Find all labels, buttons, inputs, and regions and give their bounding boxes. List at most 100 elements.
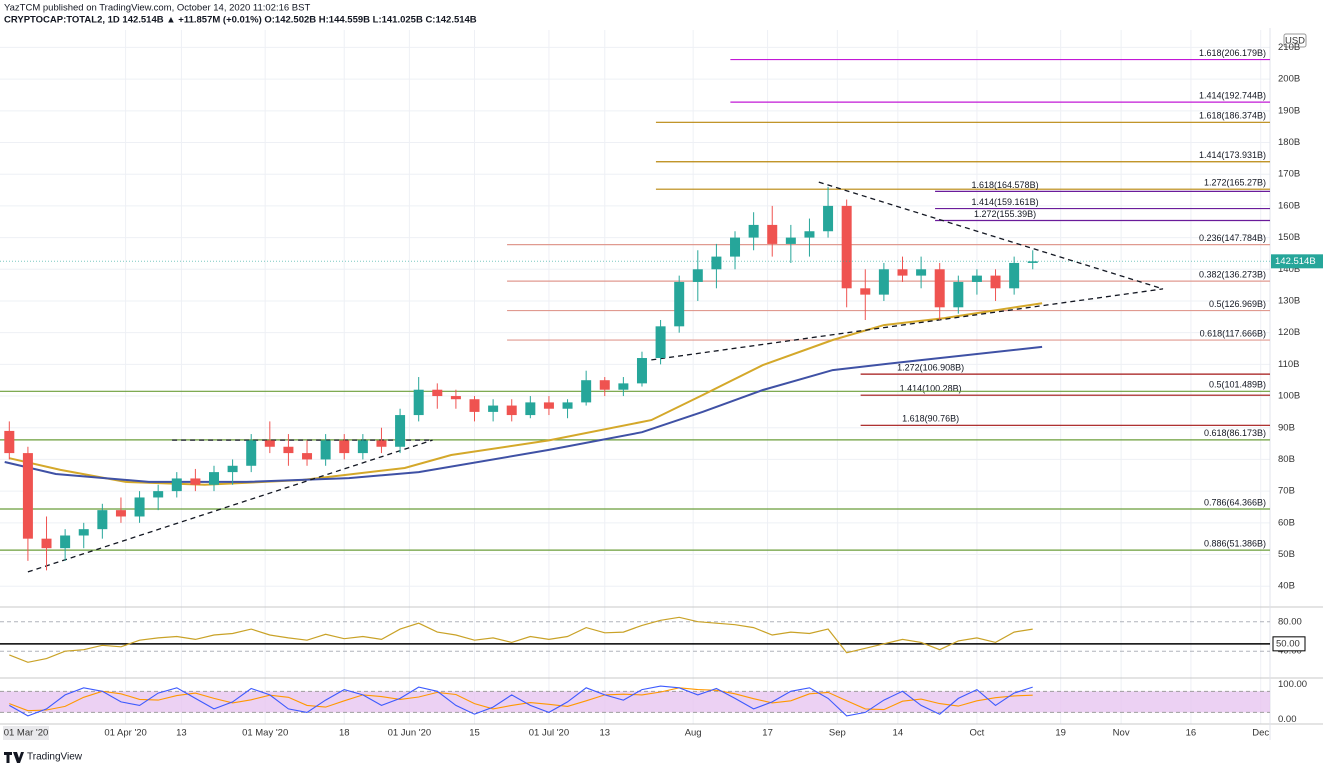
brand: TradingView — [27, 752, 83, 763]
x-tick-label: 16 — [1186, 728, 1197, 739]
rsi-midline-label: 50.00 — [1276, 638, 1300, 649]
y-tick-label: 200B — [1278, 74, 1300, 85]
fib-label: 1.414(192.744B) — [1199, 90, 1266, 100]
candle-body — [302, 453, 313, 460]
candle-body — [785, 237, 796, 244]
fib-label: 1.414(159.161B) — [972, 197, 1039, 207]
candle-body — [599, 380, 610, 390]
candle — [97, 503, 108, 539]
candle — [823, 186, 834, 238]
y-tick-label: 140B — [1278, 264, 1300, 275]
candle-body — [78, 529, 89, 536]
candle-body — [283, 446, 294, 454]
y-tick-label: 110B — [1278, 359, 1299, 370]
candle — [618, 377, 629, 397]
candle — [692, 250, 703, 301]
candle — [190, 468, 201, 492]
stoch-d-line — [9, 687, 1033, 712]
candle-body — [208, 472, 219, 485]
candle-body — [450, 396, 461, 400]
candle-body — [320, 440, 331, 460]
fib-label: 1.414(100.28B) — [900, 384, 962, 394]
y-tick-label: 70B — [1278, 486, 1295, 497]
last-price-box — [1271, 254, 1323, 269]
candle — [171, 472, 182, 498]
logo-icon — [4, 752, 24, 763]
candle — [469, 396, 480, 422]
candle-body — [1009, 262, 1020, 289]
candle — [153, 484, 164, 511]
candle — [339, 434, 350, 460]
candle-body — [860, 288, 871, 295]
y-tick-label: 150B — [1278, 232, 1300, 243]
x-tick-label: 01 Jun '20 — [388, 728, 432, 739]
x-tick-label: Nov — [1113, 728, 1130, 739]
candle-body — [1027, 261, 1038, 263]
candle-body — [711, 256, 722, 270]
x-tick-label: 19 — [1055, 728, 1066, 739]
x-tick-label: 01 Apr '20 — [104, 728, 147, 739]
candle-body — [153, 491, 164, 498]
x-tick-label: Sep — [829, 728, 846, 739]
candle — [376, 427, 387, 454]
rsi-line — [9, 616, 1033, 663]
fib-label: 0.236(147.784B) — [1199, 233, 1266, 243]
candle — [953, 275, 964, 314]
candle — [357, 434, 368, 460]
fib-label: 1.272(106.908B) — [897, 363, 964, 373]
candle-body — [823, 205, 834, 232]
candle-body — [506, 405, 517, 416]
candle — [636, 351, 647, 387]
stoch-band — [0, 691, 1270, 713]
candle — [78, 522, 89, 549]
candle — [1009, 256, 1020, 295]
x-tick-label: Dec — [1252, 728, 1269, 739]
stoch-tick-label: 100.00 — [1278, 679, 1307, 690]
candle — [543, 396, 554, 416]
candle — [934, 262, 945, 320]
candle — [860, 269, 871, 320]
candle — [748, 212, 759, 251]
y-tick-label: 100B — [1278, 391, 1300, 402]
candle-body — [488, 405, 499, 412]
candle — [599, 377, 610, 397]
candle-body — [22, 453, 33, 539]
candle-body — [97, 510, 108, 530]
candle — [264, 421, 275, 454]
stoch-tick-label: 0.00 — [1278, 714, 1297, 725]
candle — [302, 440, 313, 466]
y-tick-label: 190B — [1278, 105, 1300, 116]
fib-label: 1.618(206.179B) — [1199, 48, 1266, 58]
candle-body — [264, 440, 275, 447]
stoch-k-line — [9, 685, 1033, 717]
candle-body — [674, 281, 685, 327]
fib-label: 1.618(90.76B) — [902, 414, 959, 424]
candle-body — [841, 205, 852, 289]
candle — [395, 408, 406, 454]
candle-body — [543, 402, 554, 409]
fib-label: 0.382(136.273B) — [1199, 269, 1266, 279]
fib-label: 0.886(51.386B) — [1204, 538, 1266, 548]
candle — [990, 269, 1001, 301]
y-tick-label: 40B — [1278, 581, 1295, 592]
candle-body — [804, 231, 815, 238]
candle-body — [376, 440, 387, 447]
candle — [841, 199, 852, 308]
moving-average — [4, 345, 1043, 483]
candle — [208, 465, 219, 492]
currency-box — [1283, 33, 1307, 48]
candle — [4, 421, 15, 460]
candle — [674, 275, 685, 333]
candle-body — [934, 269, 945, 308]
trendline — [27, 439, 433, 573]
candle — [115, 497, 126, 523]
candle — [878, 262, 889, 301]
candle-body — [4, 430, 15, 454]
candle — [134, 491, 145, 523]
candle — [432, 383, 443, 409]
y-tick-label: 130B — [1278, 295, 1300, 306]
x-tick-label: 13 — [176, 728, 187, 739]
last-price-label: 142.514B — [1275, 256, 1316, 267]
candle-body — [357, 440, 368, 454]
